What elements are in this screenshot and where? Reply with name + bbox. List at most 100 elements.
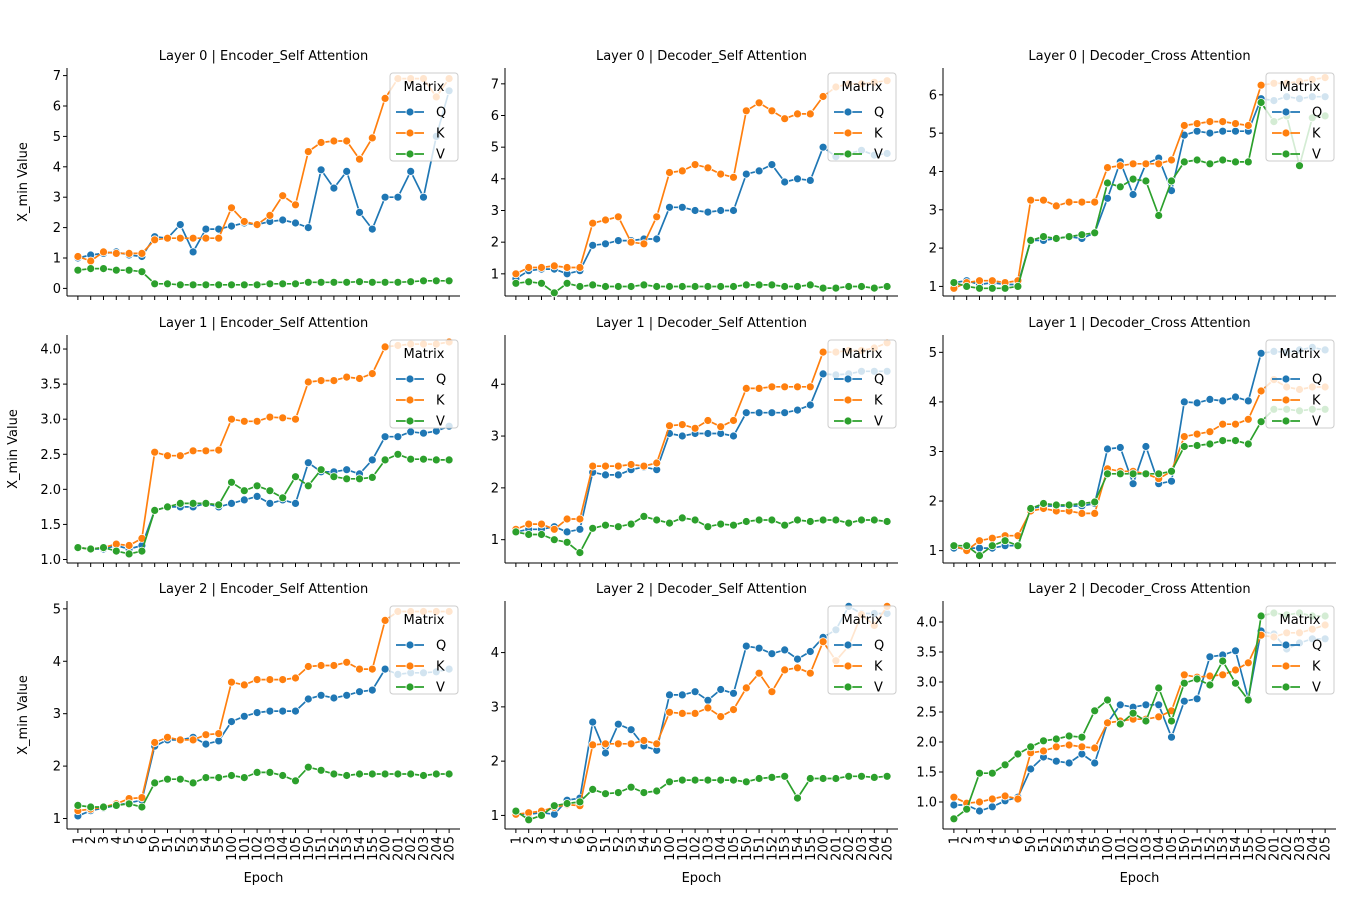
x-tick-label: 100 [663,836,678,861]
data-point-V [805,774,815,783]
legend: Matrix QKV [827,72,897,163]
data-point-K [575,514,585,524]
data-point-K [639,461,649,471]
data-point-K [639,239,649,249]
data-point-V [214,500,224,510]
data-point-V [793,282,802,291]
data-point-V [99,802,108,812]
data-point-K [677,709,687,718]
legend-box [1265,605,1335,695]
data-point-K [137,793,147,802]
data-point-V [793,793,802,803]
y-tick-label: 2 [491,236,499,251]
y-axis-title: X_min Value [6,409,21,489]
legend-title: Matrix [842,80,883,95]
legend-marker-K [843,395,853,405]
data-point-V [703,282,713,291]
x-tick-label: 155 [366,836,381,861]
x-tick-label: 2 [960,836,975,844]
data-point-V [844,282,854,291]
legend-marker-V [1281,416,1291,426]
subplot-title: Layer 0 | Encoder_Self Attention [159,49,369,64]
data-point-V [882,517,892,526]
data-point-V [252,280,262,290]
data-point-V [1000,283,1010,293]
data-point-Q [329,693,339,703]
legend-title: Matrix [404,347,445,362]
data-point-Q [291,706,300,716]
data-point-V [1128,174,1138,184]
legend-label-V: V [436,415,445,430]
legend-marker-V [405,416,415,426]
data-point-Q [367,224,377,234]
data-point-V [818,283,828,293]
y-tick-label: 2 [53,221,61,236]
subplot-title: Layer 0 | Decoder_Cross Attention [1028,49,1250,64]
data-point-Q [1090,758,1100,768]
data-point-K [99,247,108,257]
x-tick-label: 101 [1114,836,1129,861]
data-point-Q [741,408,751,418]
data-point-V [111,546,121,556]
data-point-V [1256,611,1266,621]
subplot-5: Layer 1 | Decoder_Self Attention 1 2 3 4 Matr… [491,316,898,567]
data-point-V [1103,469,1112,479]
data-point-K [355,374,364,383]
y-tick-label: 4 [929,395,937,410]
data-point-V [278,279,288,289]
data-point-V [729,282,738,291]
data-point-Q [367,455,377,465]
data-point-V [444,276,454,286]
x-tick-label: 4 [110,836,125,844]
data-point-V [150,778,160,788]
series-V [73,762,454,812]
x-tick-label: 100 [1101,836,1116,861]
data-point-Q [291,218,300,228]
data-point-V [601,520,610,530]
data-point-V [1013,541,1023,551]
y-tick-label: 1 [929,280,937,295]
data-point-K [1090,743,1100,753]
data-point-V [111,265,121,275]
x-tick-label: 5 [999,836,1014,844]
data-point-V [1205,159,1215,169]
data-point-K [754,668,764,678]
x-tick-label: 51 [599,836,614,853]
data-point-K [588,461,598,471]
data-point-V [690,775,700,785]
data-point-V [549,288,559,298]
data-point-K [549,524,559,534]
data-point-V [975,551,984,560]
x-tick-label: 3 [973,836,988,844]
legend-label-V: V [1312,148,1321,163]
data-point-Q [278,215,288,225]
y-tick-label: 5 [53,130,61,145]
data-point-Q [601,239,610,249]
subplot-title: Layer 2 | Encoder_Self Attention [159,582,369,597]
data-point-Q [329,183,339,193]
data-point-Q [1141,442,1151,451]
y-tick-label: 2 [53,760,61,775]
data-point-V [406,277,416,287]
data-point-V [419,276,428,286]
data-point-V [303,481,313,491]
legend-label-K: K [436,394,445,409]
data-point-K [818,637,828,647]
data-point-V [575,797,585,807]
legend: Matrix QKV [827,339,897,430]
data-point-K [665,707,674,717]
data-point-V [1051,734,1061,744]
data-point-V [1179,157,1189,167]
series-V [949,404,1330,560]
data-point-V [1000,536,1010,546]
data-point-V [857,282,866,291]
data-point-K [1167,155,1176,165]
data-point-Q [393,432,403,442]
data-point-V [342,474,352,484]
data-point-Q [1192,126,1202,136]
x-tick-label: 3 [97,836,112,844]
data-point-V [588,280,598,290]
data-point-V [1090,706,1100,716]
data-point-V [549,801,559,811]
data-point-V [1243,695,1253,705]
